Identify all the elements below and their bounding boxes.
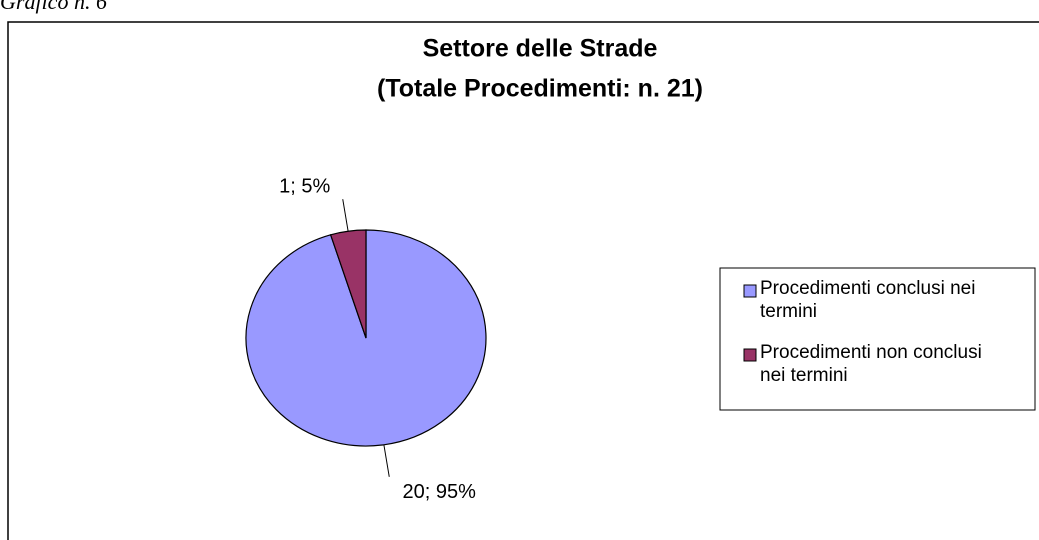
- legend-label: Procedimenti non conclusi nei termini: [760, 342, 982, 386]
- legend: [719, 267, 1036, 411]
- legend-label: Procedimenti conclusi nei termini: [760, 278, 976, 322]
- chart-title: Settore delle Strade: [423, 35, 658, 63]
- chart-title: (Totale Procedimenti: n. 21): [377, 75, 703, 103]
- legend-swatch: [743, 284, 757, 298]
- data-label: 1; 5%: [279, 175, 330, 197]
- leader-line: [383, 444, 390, 477]
- caption: Grafico n. 6: [0, 0, 107, 14]
- legend-swatch: [743, 348, 757, 362]
- leader-line: [342, 199, 349, 232]
- data-label: 20; 95%: [403, 481, 477, 503]
- legend-item: Procedimenti conclusi nei termini: [760, 278, 976, 322]
- pie-slice: [245, 229, 487, 447]
- legend-item: Procedimenti non conclusi nei termini: [760, 342, 982, 386]
